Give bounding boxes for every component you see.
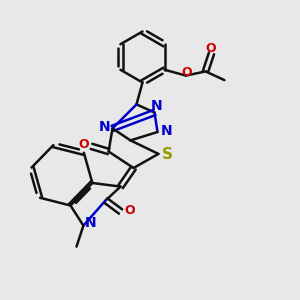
Text: N: N [85, 216, 97, 230]
Text: S: S [162, 147, 173, 162]
Text: O: O [206, 41, 216, 55]
Text: N: N [151, 100, 163, 113]
Text: O: O [124, 204, 135, 218]
Text: N: N [98, 120, 110, 134]
Text: O: O [79, 138, 89, 152]
Text: O: O [181, 65, 192, 79]
Text: N: N [161, 124, 172, 138]
